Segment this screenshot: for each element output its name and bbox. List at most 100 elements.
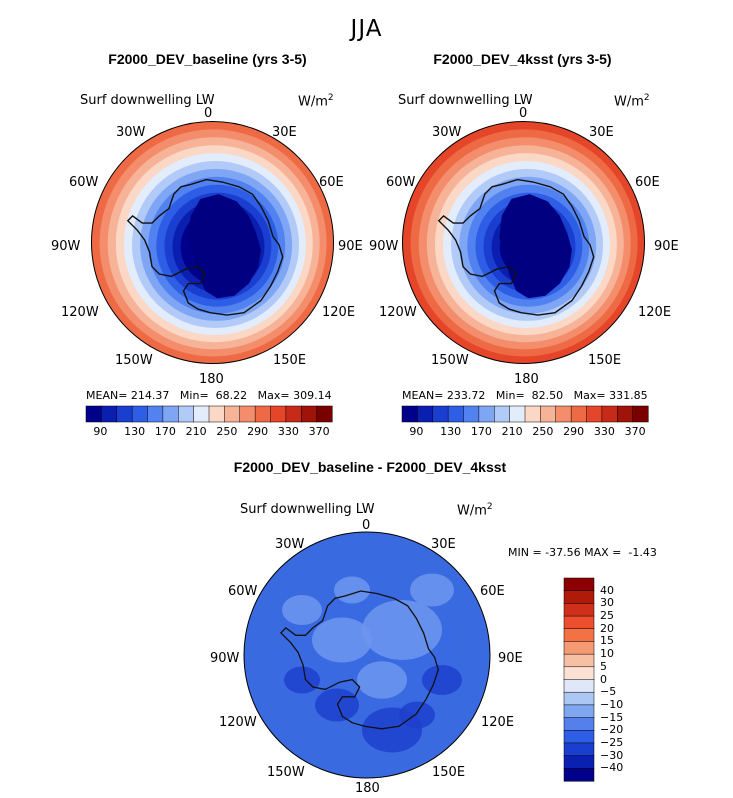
panel-1-colorbar-swatch-13 [285, 405, 302, 423]
panel-2-antarctica-core [499, 194, 572, 299]
diff-colorbar-ticks: 40 30 25 20 15 10 5 0 −5 −10 −15 −20 −25 −30 −40 [600, 578, 640, 781]
panel-2-units-exponent: 2 [643, 93, 650, 103]
diff-lon-label-0: 0 [362, 518, 371, 533]
diff-colorbar-swatch-13 [563, 742, 595, 757]
diff-colorbar-tick-label: 10 [600, 647, 614, 661]
panel-2-colorbar-tick-label: 330 [593, 425, 615, 438]
panel-2-lon-label-150e: 150E [588, 353, 622, 368]
diff-colorbar-swatch-1 [563, 590, 595, 604]
panel-1-units-base: W/m [298, 94, 328, 110]
diff-colorbar-tick-label: −25 [600, 735, 624, 749]
panel-1-colorbar-tick-label: 370 [308, 425, 330, 438]
panel-1-colorbar-swatch-11 [254, 405, 272, 423]
panel-2-lon-label-150w: 150W [431, 353, 469, 368]
panel-1-colorbar-tick-label: 170 [154, 425, 176, 438]
diff-colorbar-swatch-12 [563, 730, 595, 744]
panel-1-colorbar-tick-label: 130 [124, 425, 146, 438]
panel-1-units: W/m2 [298, 93, 334, 109]
diff-lon-label-120e: 120E [481, 715, 515, 730]
panel-2-colorbar-swatch-3 [447, 405, 465, 423]
diff-patch-11 [399, 701, 435, 729]
panel-2-colorbar-swatch-6 [494, 405, 511, 423]
diff-colorbar-swatch-8 [563, 679, 595, 693]
panel-1-max-value: 309.14 [293, 389, 332, 402]
diff-colorbar-swatch-5 [563, 641, 595, 655]
diff-patch-4 [282, 595, 322, 625]
panel-1-colorbar-tick-label: 330 [277, 425, 299, 438]
panel-2-map-border [402, 121, 645, 364]
panel-2-lon-label-60w: 60W [386, 175, 416, 190]
panel-1-colorbar-swatch-4 [147, 405, 164, 423]
diff-colorbar-tick-label: −40 [600, 761, 624, 775]
panel-1-colorbar-swatch-3 [131, 405, 149, 423]
panel-2-lon-label-90w: 90W [369, 239, 399, 254]
diff-lon-label-60e: 60E [480, 584, 505, 599]
panel-2-colorbar-swatch-13 [601, 405, 618, 423]
panel-1-min-label: Min= [179, 389, 209, 402]
panel-2-max-value: 331.85 [609, 389, 648, 402]
panel-2-colorbar-tick-label: 130 [440, 425, 462, 438]
diff-lon-label-90w: 90W [210, 651, 240, 666]
panel-2-lon-label-120e: 120E [638, 305, 672, 320]
panel-2-colorbar-swatch-8 [524, 405, 541, 423]
panel-1-lon-label-60e: 60E [319, 175, 344, 190]
panel-2-polar-map [402, 121, 645, 364]
panel-1-colorbar-swatch-7 [193, 405, 210, 423]
diff-patch-3 [357, 661, 407, 699]
panel-2-colorbar-swatch-0 [401, 405, 418, 423]
panel-2-colorbar-swatch-5 [478, 405, 495, 423]
diff-colorbar-tick-label: −20 [600, 723, 624, 737]
panel-1-lon-label-30e: 30E [272, 125, 297, 140]
panel-1-lon-label-60w: 60W [69, 175, 99, 190]
panel-2-colorbar-tick-label: 250 [532, 425, 554, 438]
diff-colorbar-swatch-3 [563, 615, 595, 630]
panel-2-colorbar-ticks: 90 130 170 210 250 290 330 370 [402, 425, 648, 441]
diff-lon-label-120w: 120W [219, 715, 257, 730]
panel-2-lon-label-30e: 30E [589, 125, 614, 140]
diff-colorbar-swatch-4 [563, 628, 595, 642]
diff-panel-patches [272, 573, 462, 753]
panel-1-colorbar-swatch-15 [316, 405, 333, 423]
panel-2-colorbar-tick-label: 210 [501, 425, 523, 438]
panel-2-lon-label-60e: 60E [635, 175, 660, 190]
panel-1-polar-map [91, 121, 334, 364]
diff-colorbar-tick-label: 0 [600, 672, 607, 686]
panel-1-lon-label-30w: 30W [116, 125, 146, 140]
panel-2-mean-value: 233.72 [446, 389, 486, 402]
diff-colorbar-swatch-11 [563, 717, 595, 731]
diff-lon-label-90e: 90E [498, 651, 523, 666]
panel-2-title: F2000_DEV_4ksst (yrs 3-5) [433, 51, 612, 67]
diff-colorbar-swatch-9 [563, 691, 595, 706]
diff-panel-map-border [243, 531, 491, 779]
diff-colorbar-swatch-10 [563, 704, 595, 719]
diff-colorbar-swatch-14 [563, 755, 595, 769]
panel-2-colorbar-swatch-10 [555, 405, 572, 423]
diff-colorbar-tick-label: 40 [600, 583, 614, 597]
diff-panel-title: F2000_DEV_baseline - F2000_DEV_4ksst [233, 459, 507, 475]
panel-1-min-value: 68.22 [215, 389, 248, 402]
panel-1-lon-label-0: 0 [204, 106, 213, 121]
panel-2-stats: MEAN= 233.72 Min= 82.50 Max= 331.85 [402, 389, 648, 402]
panel-1-units-exponent: 2 [327, 93, 334, 103]
panel-2-coastline [437, 178, 595, 316]
panel-2-units: W/m2 [614, 93, 650, 109]
panel-2-colorbar-swatch-2 [432, 405, 449, 423]
diff-patch-2 [312, 617, 372, 663]
panel-1-colorbar-ticks: 90 130 170 210 250 290 330 370 [86, 425, 332, 441]
panel-1-title: F2000_DEV_baseline (yrs 3-5) [108, 51, 307, 67]
diff-colorbar-swatch-7 [563, 666, 595, 681]
panel-2-colorbar-swatch-12 [586, 405, 603, 423]
diff-panel-minmax: MIN = -37.56 MAX = -1.43 [508, 546, 657, 559]
panel-1-colorbar-swatch-8 [208, 405, 225, 423]
diff-lon-label-150e: 150E [432, 765, 466, 780]
diff-lon-label-60w: 60W [228, 584, 258, 599]
diff-panel-variable-name: Surf downwelling LW [240, 502, 375, 517]
panel-1-coastline [126, 178, 284, 316]
panel-2-lon-label-120w: 120W [379, 305, 417, 320]
panel-1-colorbar-tick-label: 250 [216, 425, 238, 438]
panel-2-lon-label-0: 0 [519, 106, 528, 121]
diff-lon-label-150w: 150W [267, 765, 305, 780]
panel-2-min-label: Min= [495, 389, 525, 402]
panel-2-colorbar-tick-label: 170 [470, 425, 492, 438]
panel-2-colorbar-swatch-4 [463, 405, 480, 423]
